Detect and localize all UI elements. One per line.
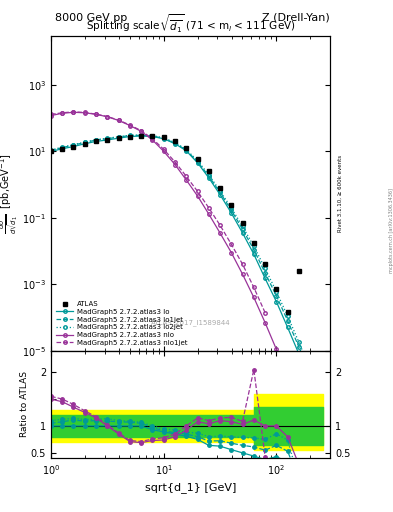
Text: Z (Drell-Yan): Z (Drell-Yan) bbox=[263, 13, 330, 23]
Text: 8000 GeV pp: 8000 GeV pp bbox=[55, 13, 127, 23]
Title: Splitting scale$\sqrt{\overline{d_1}}$ (71 < m$_l$ < 111 GeV): Splitting scale$\sqrt{\overline{d_1}}$ (… bbox=[86, 12, 296, 35]
Y-axis label: Rivet 3.1.10, ≥ 600k events: Rivet 3.1.10, ≥ 600k events bbox=[338, 155, 343, 232]
Y-axis label: $\frac{d\sigma}{d\sqrt{d_1}}$  [pb,GeV$^{-1}$]: $\frac{d\sigma}{d\sqrt{d_1}}$ [pb,GeV$^{… bbox=[0, 153, 21, 233]
Legend: ATLAS, MadGraph5 2.7.2.atlas3 lo, MadGraph5 2.7.2.atlas3 lo1jet, MadGraph5 2.7.2: ATLAS, MadGraph5 2.7.2.atlas3 lo, MadGra… bbox=[55, 300, 189, 347]
Y-axis label: Ratio to ATLAS: Ratio to ATLAS bbox=[20, 372, 29, 437]
Text: mcplots.cern.ch [arXiv:1306.3436]: mcplots.cern.ch [arXiv:1306.3436] bbox=[389, 188, 393, 273]
Text: ATLAS_2017_I1589844: ATLAS_2017_I1589844 bbox=[151, 319, 230, 326]
X-axis label: sqrt{d_1} [GeV]: sqrt{d_1} [GeV] bbox=[145, 482, 236, 494]
